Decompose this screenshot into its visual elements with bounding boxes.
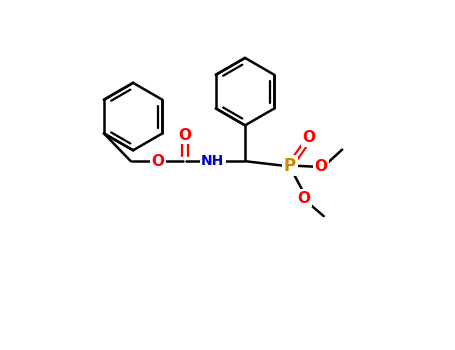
Text: O: O — [152, 154, 164, 169]
Text: O: O — [297, 191, 310, 206]
Text: O: O — [303, 131, 315, 145]
Text: O: O — [314, 159, 327, 174]
Text: NH: NH — [201, 154, 224, 168]
Text: O: O — [178, 128, 191, 143]
Text: P: P — [284, 157, 296, 175]
